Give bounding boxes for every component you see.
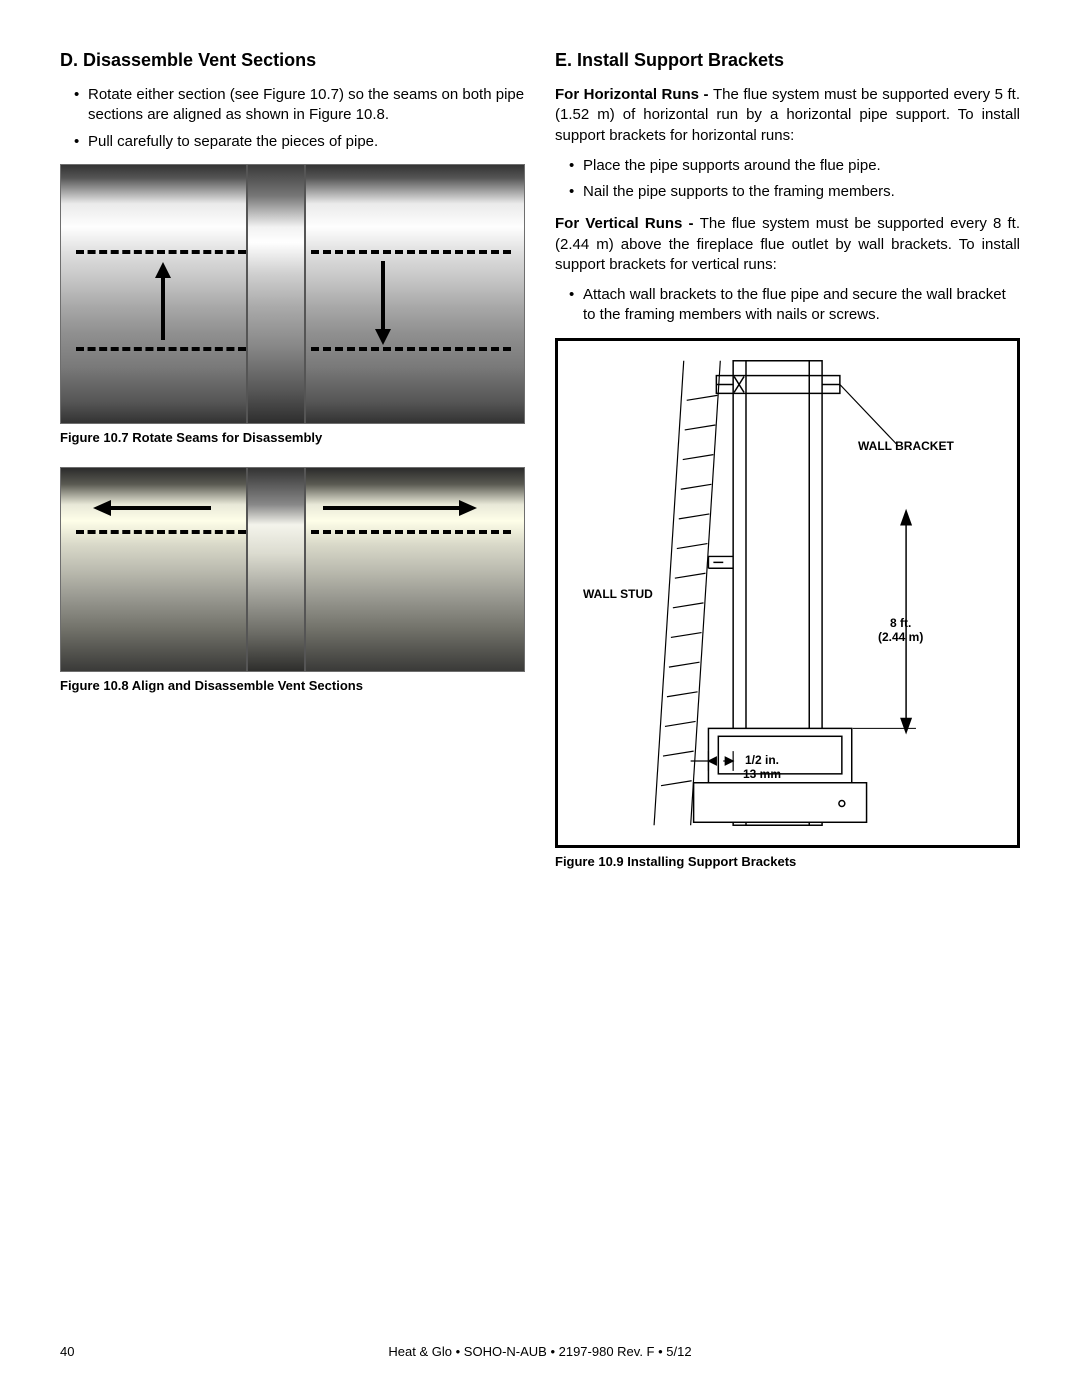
left-column: D. Disassemble Vent Sections Rotate eith… — [60, 50, 525, 891]
rotate-arrow-down-icon — [371, 255, 395, 350]
figure-10-8 — [60, 467, 525, 672]
list-item: Rotate either section (see Figure 10.7) … — [74, 85, 525, 126]
list-item: Pull carefully to separate the pieces of… — [74, 132, 525, 152]
label-wall-bracket: WALL BRACKET — [858, 439, 954, 453]
figure-10-8-caption: Figure 10.8 Align and Disassemble Vent S… — [60, 678, 525, 693]
list-item: Nail the pipe supports to the framing me… — [569, 182, 1020, 202]
list-item: Place the pipe supports around the flue … — [569, 156, 1020, 176]
section-d-bullets: Rotate either section (see Figure 10.7) … — [60, 85, 525, 152]
para-lead: For Horizontal Runs - — [555, 86, 713, 103]
pull-arrow-right-icon — [319, 496, 479, 520]
label-dim-height: 8 ft. (2.44 m) — [878, 616, 923, 645]
list-item: Attach wall brackets to the flue pipe an… — [569, 285, 1020, 326]
page-footer: 40 Heat & Glo • SOHO-N-AUB • 2197-980 Re… — [60, 1344, 1020, 1359]
pipe-photo-b — [60, 467, 525, 672]
label-wall-stud: WALL STUD — [583, 587, 653, 601]
figure-10-9-caption: Figure 10.9 Installing Support Brackets — [555, 854, 1020, 869]
para-lead: For Vertical Runs - — [555, 215, 700, 232]
section-e-bullets-2: Attach wall brackets to the flue pipe an… — [555, 285, 1020, 326]
para-horizontal: For Horizontal Runs - The flue system mu… — [555, 85, 1020, 146]
para-vertical: For Vertical Runs - The flue system must… — [555, 214, 1020, 275]
rotate-arrow-up-icon — [151, 260, 175, 350]
pipe-photo — [60, 164, 525, 424]
figure-10-9-diagram: WALL BRACKET WALL STUD 8 ft. (2.44 m) 1/… — [555, 338, 1020, 848]
section-d-title: D. Disassemble Vent Sections — [60, 50, 525, 71]
footer-center-text: Heat & Glo • SOHO-N-AUB • 2197-980 Rev. … — [60, 1344, 1020, 1359]
figure-10-7-caption: Figure 10.7 Rotate Seams for Disassembly — [60, 430, 525, 445]
pull-arrow-left-icon — [91, 496, 216, 520]
label-dim-gap: 1/2 in. 13 mm — [743, 753, 781, 782]
figure-10-7 — [60, 164, 525, 424]
section-e-bullets-1: Place the pipe supports around the flue … — [555, 156, 1020, 203]
section-e-title: E. Install Support Brackets — [555, 50, 1020, 71]
right-column: E. Install Support Brackets For Horizont… — [555, 50, 1020, 891]
